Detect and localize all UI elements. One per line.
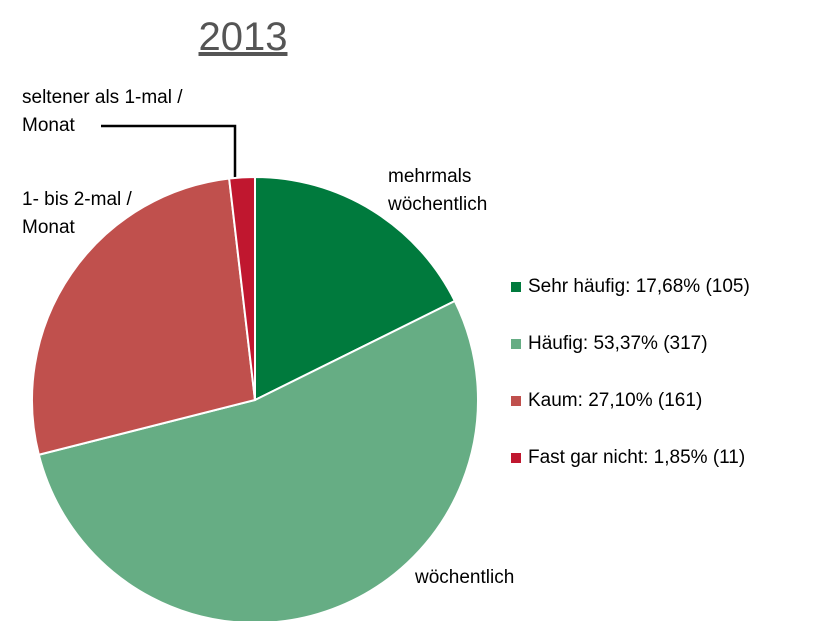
slice-label: 1- bis 2-mal /: [22, 189, 133, 210]
pie-slice: [254, 175, 457, 402]
pie-slice: [31, 177, 257, 456]
slice-label: wöchentlich: [414, 567, 514, 588]
slice-label: Monat: [22, 217, 76, 238]
slice-label: Monat: [22, 115, 76, 136]
legend-swatch: [511, 396, 521, 406]
leader-line: [101, 124, 237, 182]
pie-slice: [37, 299, 479, 621]
legend-label: Fast gar nicht: 1,85% (11): [528, 447, 745, 468]
slice-label: mehrmals: [388, 166, 471, 187]
legend-label: Kaum: 27,10% (161): [528, 390, 702, 411]
legend-swatch: [511, 453, 521, 463]
legend-label: Häufig: 53,37% (317): [528, 333, 708, 354]
slice-label: wöchentlich: [387, 194, 487, 215]
slice-label: seltener als 1-mal /: [22, 87, 183, 108]
chart-title: 2013: [199, 15, 288, 59]
pie-slice: [228, 175, 256, 401]
legend-label: Sehr häufig: 17,68% (105): [528, 276, 750, 297]
legend-swatch: [511, 339, 521, 349]
legend-swatch: [511, 282, 521, 292]
